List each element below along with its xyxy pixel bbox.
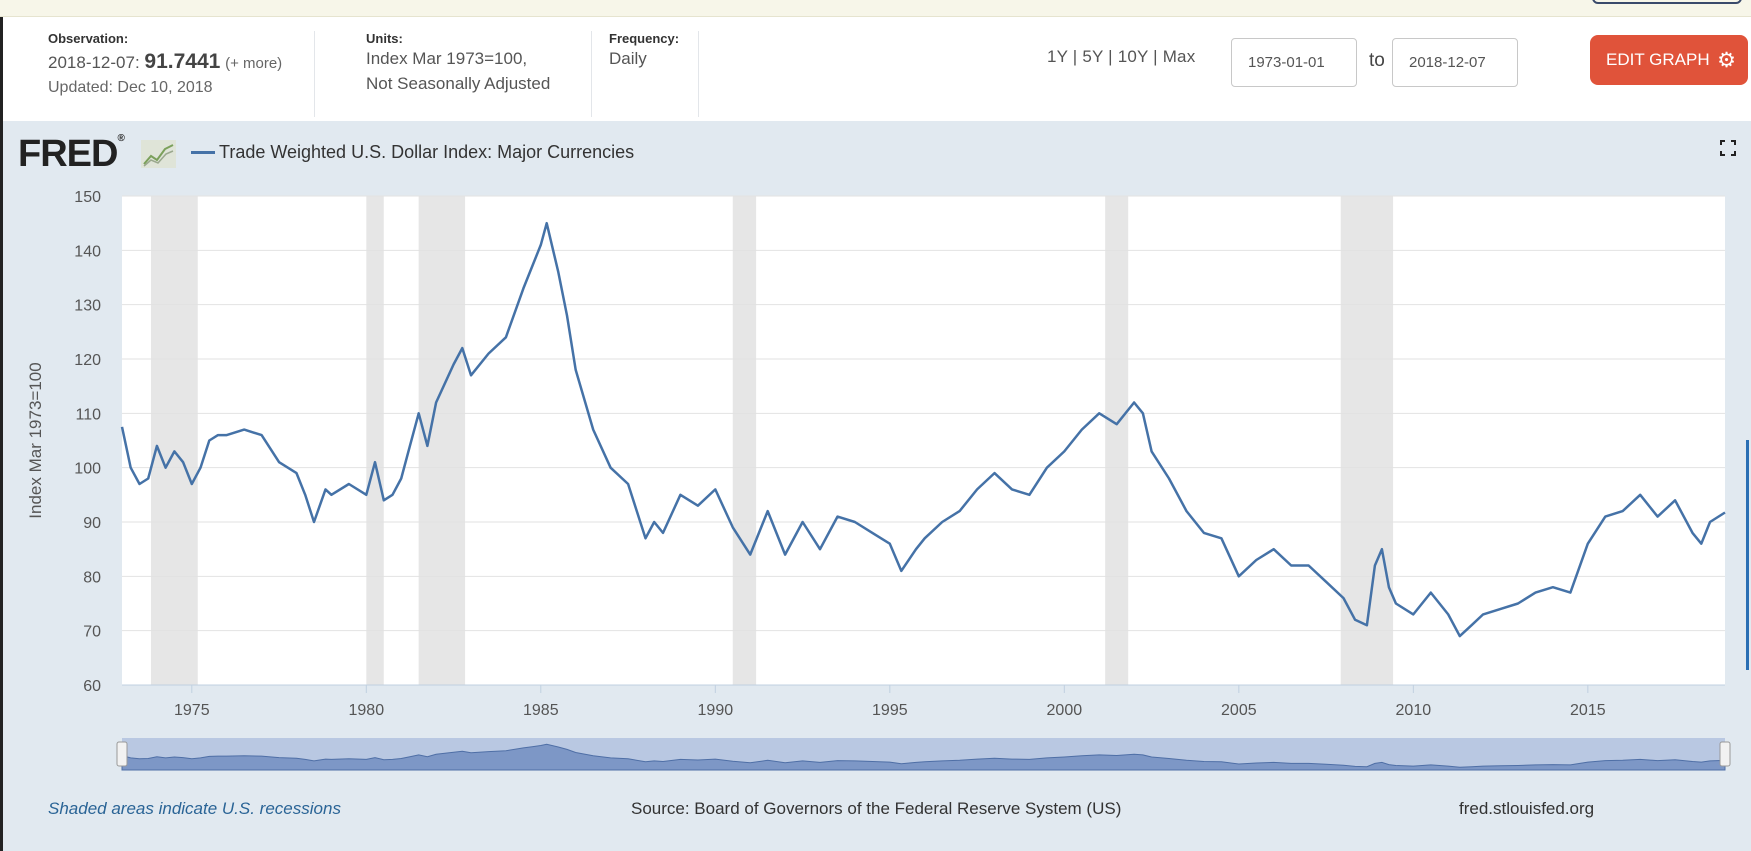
header-divider (314, 31, 315, 117)
y-axis-title: Index Mar 1973=100 (26, 362, 45, 518)
y-tick-label: 140 (74, 243, 101, 260)
edit-graph-button[interactable]: EDIT GRAPH ⚙ (1590, 35, 1748, 85)
observation-block: Observation: 2018-12-07: 91.7441 (+ more… (48, 31, 282, 99)
header-divider (698, 31, 699, 117)
x-tick-label: 1985 (523, 702, 559, 719)
recession-band (366, 196, 384, 685)
y-tick-label: 120 (74, 352, 101, 369)
header-divider (591, 31, 592, 117)
plot-area (122, 196, 1725, 685)
window-edge (0, 17, 3, 851)
x-tick-label: 2005 (1221, 702, 1257, 719)
units-line-1: Index Mar 1973=100, (366, 49, 528, 68)
frequency-value: Daily (609, 49, 647, 68)
units-block: Units: Index Mar 1973=100, Not Seasonall… (366, 31, 550, 96)
banner-button[interactable] (1592, 0, 1742, 4)
x-tick-label: 2000 (1047, 702, 1083, 719)
site-url[interactable]: fred.stlouisfed.org (1459, 799, 1595, 818)
observation-more-link[interactable]: (+ more) (225, 55, 283, 72)
start-date-input[interactable]: 1973-01-01 (1231, 38, 1357, 87)
end-date-input[interactable]: 2018-12-07 (1392, 38, 1518, 87)
fred-logo: FRED® (18, 133, 125, 175)
y-tick-label: 80 (83, 569, 101, 586)
updated-date: Updated: Dec 10, 2018 (48, 79, 213, 96)
range-links[interactable]: 1Y | 5Y | 10Y | Max (1047, 47, 1196, 66)
navigator-series (121, 743, 1726, 771)
units-line-2: Not Seasonally Adjusted (366, 74, 551, 93)
frequency-block: Frequency: Daily (609, 31, 679, 71)
line-chart: 60 70 80 90 100 110 120 130 140 150 1975 1980 1985 1… (26, 189, 1731, 771)
observation-value: 91.7441 (144, 50, 221, 73)
x-tick-label: 1975 (174, 702, 210, 719)
recession-band (1340, 196, 1394, 685)
observation-label: Observation: (48, 31, 129, 46)
x-tick-label: 1980 (349, 702, 385, 719)
series-meta-header: Observation: 2018-12-07: 91.7441 (+ more… (3, 17, 1751, 121)
x-tick-label: 1990 (698, 702, 734, 719)
x-tick-label: 2015 (1570, 702, 1606, 719)
observation-date: 2018-12-07: (48, 53, 140, 72)
y-tick-label: 130 (74, 298, 101, 315)
top-banner (0, 0, 1751, 17)
fullscreen-icon[interactable] (1720, 140, 1736, 156)
recession-note[interactable]: Shaded areas indicate U.S. recessions (48, 799, 341, 818)
gear-icon: ⚙ (1717, 49, 1736, 72)
source-text: Source: Board of Governors of the Federa… (631, 799, 1122, 818)
x-tick-label: 2010 (1396, 702, 1432, 719)
series-line (120, 221, 1726, 638)
navigator-handle[interactable] (1719, 741, 1731, 767)
observation-line: 2018-12-07: 91.7441 (+ more) (48, 49, 282, 77)
fred-chart-icon (141, 140, 176, 168)
navigator-handle[interactable] (116, 741, 128, 767)
edit-graph-label: EDIT GRAPH (1606, 50, 1710, 69)
recession-band (732, 196, 757, 685)
scrollbar[interactable] (1746, 440, 1749, 670)
units-label: Units: (366, 31, 403, 46)
x-tick-label: 1995 (872, 702, 908, 719)
recession-band (1105, 196, 1129, 685)
y-tick-label: 110 (75, 406, 101, 423)
y-tick-label: 60 (83, 678, 101, 695)
to-label: to (1369, 50, 1385, 71)
frequency-label: Frequency: (609, 31, 680, 46)
y-tick-label: 150 (74, 189, 101, 206)
series-title: Trade Weighted U.S. Dollar Index: Major … (219, 142, 635, 162)
y-tick-label: 90 (83, 515, 101, 532)
recession-band (150, 196, 198, 685)
y-tick-label: 70 (83, 624, 101, 641)
y-tick-label: 100 (74, 461, 101, 478)
series-legend-line (191, 151, 215, 154)
